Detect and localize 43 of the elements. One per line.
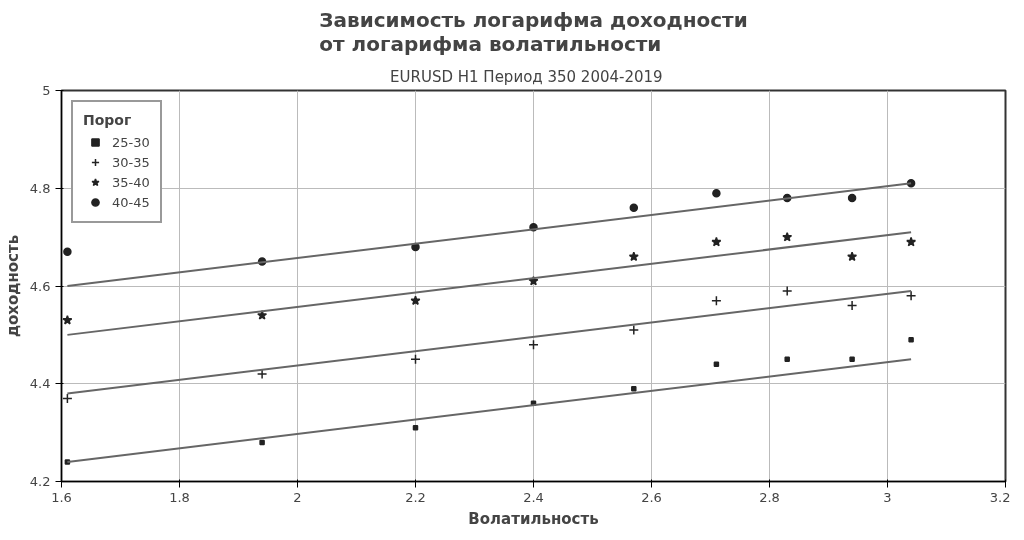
- x-tick-label: 2.2: [405, 489, 426, 505]
- point: [846, 300, 858, 311]
- point: [713, 361, 720, 367]
- x-tick-label: 3: [883, 489, 892, 505]
- legend-label: 30-35: [112, 154, 150, 170]
- point: [629, 203, 639, 213]
- point: [712, 188, 721, 198]
- y-tick-label: 4.2: [29, 474, 51, 489]
- point: [631, 385, 637, 392]
- point: [905, 290, 917, 302]
- y-axis-title: доходность: [3, 234, 22, 338]
- point: [906, 236, 917, 247]
- x-axis-title: Волатильность: [468, 509, 599, 528]
- legend-title: Порог: [83, 112, 133, 128]
- x-tick-label: 2.6: [641, 489, 662, 505]
- point: [628, 251, 639, 262]
- point: [259, 439, 265, 446]
- legend-label: 40-45: [112, 194, 150, 210]
- point: [711, 236, 722, 247]
- chart-title: Зависимость логарифма доходности от логарифма волатильности: [319, 7, 748, 56]
- x-tick-label: 2.8: [759, 489, 780, 505]
- legend-label: 25-30: [112, 134, 150, 150]
- point: [782, 231, 793, 242]
- point: [849, 356, 855, 363]
- point: [784, 356, 790, 363]
- x-tick-label: 1.6: [51, 489, 72, 505]
- point: [781, 285, 793, 297]
- y-tick-label: 4.8: [29, 180, 51, 196]
- point: [63, 247, 72, 257]
- y-tick-label: 4.4: [29, 376, 51, 392]
- point: [847, 193, 857, 203]
- legend-label: 35-40: [112, 174, 150, 190]
- y-tick-label: 4.6: [29, 278, 51, 294]
- chart-subtitle: EURUSD H1 Период 350 2004-2019: [390, 67, 663, 86]
- point: [847, 251, 858, 262]
- point: [908, 337, 914, 343]
- point: [628, 324, 640, 336]
- point: [62, 314, 73, 325]
- x-tick-label: 2: [293, 489, 302, 505]
- x-tick-label: 1.8: [169, 489, 190, 505]
- x-tick-label: 3.2: [989, 489, 1011, 505]
- x-tick-label: 2.4: [523, 489, 544, 505]
- y-tick-label: 5: [42, 83, 51, 98]
